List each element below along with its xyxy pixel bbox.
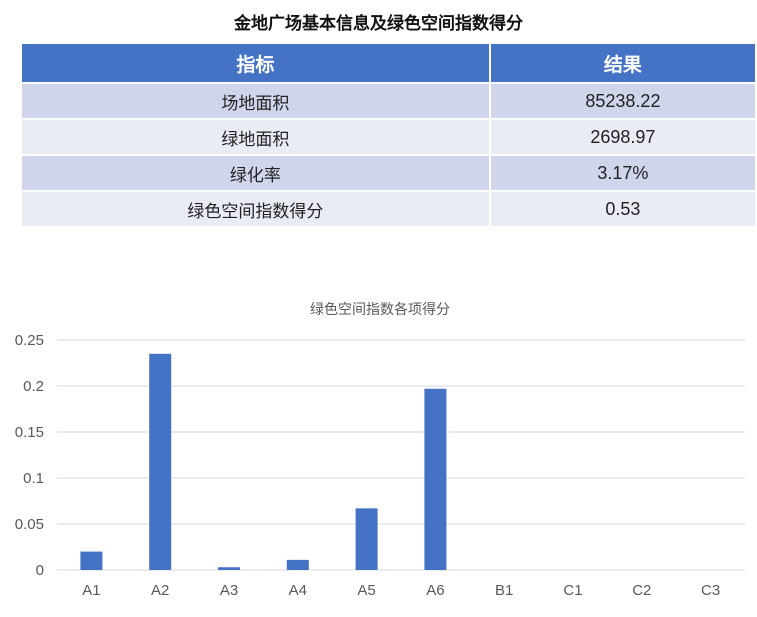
row-label: 绿化率 xyxy=(22,154,491,191)
header-indicator: 指标 xyxy=(22,44,491,83)
row-value: 0.53 xyxy=(489,190,757,226)
x-tick-label: C3 xyxy=(701,582,720,599)
table-row: 绿化率 3.17% xyxy=(22,154,757,191)
chart-title: 绿色空间指数各项得分 xyxy=(310,301,450,318)
x-tick-label: C1 xyxy=(563,582,582,599)
x-tick-label: C2 xyxy=(632,582,651,599)
row-value: 85238.22 xyxy=(489,82,757,119)
x-tick-label: A1 xyxy=(82,582,100,599)
y-tick-label: 0.05 xyxy=(15,516,44,533)
row-label: 绿色空间指数得分 xyxy=(22,190,491,226)
row-value: 2698.97 xyxy=(489,118,757,155)
x-tick-label: A2 xyxy=(151,582,169,599)
row-label: 绿地面积 xyxy=(22,118,491,155)
x-tick-label: B1 xyxy=(495,582,513,599)
y-tick-label: 0 xyxy=(36,562,44,579)
table-row: 绿色空间指数得分 0.53 xyxy=(22,190,757,226)
bar-A4 xyxy=(286,559,309,570)
y-tick-label: 0.15 xyxy=(15,424,44,441)
bar-A5 xyxy=(355,508,378,570)
bar-chart: 绿色空间指数各项得分 0 0.05 0.1 0.15 0.2 0.25 A1 A2 A3 A4 A5… xyxy=(15,301,745,599)
table-row: 场地面积 85238.22 xyxy=(22,82,757,119)
x-tick-label: A3 xyxy=(220,582,238,599)
x-tick-label: A5 xyxy=(357,582,375,599)
table-row: 绿地面积 2698.97 xyxy=(22,118,757,155)
bar-A1 xyxy=(80,551,103,570)
x-tick-label: A6 xyxy=(426,582,444,599)
y-tick-label: 0.25 xyxy=(15,332,44,349)
y-tick-label: 0.2 xyxy=(23,378,44,395)
bar-A6 xyxy=(424,388,447,570)
table-header-row: 指标 结果 xyxy=(22,44,757,83)
row-label: 场地面积 xyxy=(22,82,491,119)
row-value: 3.17% xyxy=(489,154,757,191)
table-title: 金地广场基本信息及绿色空间指数得分 xyxy=(234,14,523,34)
header-result: 结果 xyxy=(489,44,757,83)
y-tick-label: 0.1 xyxy=(23,470,44,487)
bar-A2 xyxy=(149,353,172,570)
info-table: 指标 结果 场地面积 85238.22 绿地面积 2698.97 绿化率 3.17% … xyxy=(22,44,757,226)
x-tick-label: A4 xyxy=(289,582,307,599)
bar-A3 xyxy=(218,567,240,570)
